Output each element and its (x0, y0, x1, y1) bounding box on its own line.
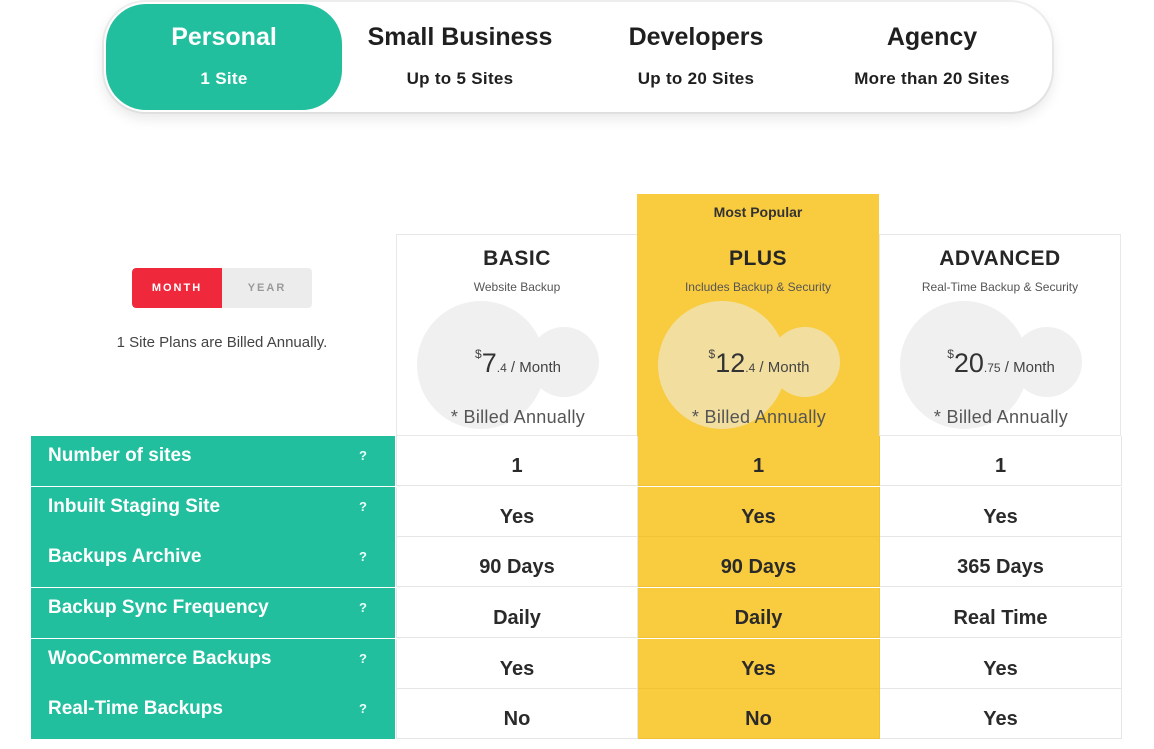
billing-note: 1 Site Plans are Billed Annually. (116, 334, 328, 351)
decorative-circle (900, 301, 1028, 429)
price-currency: $ (708, 347, 716, 361)
feature-value-basic: 1 (396, 436, 638, 486)
decorative-circle (417, 301, 545, 429)
price-period: / Month (755, 359, 810, 376)
price-amount: 20 (953, 348, 984, 378)
decorative-circle (658, 301, 786, 429)
tab-small-business[interactable]: Small Business Up to 5 Sites (342, 4, 578, 110)
feature-value-basic: Daily (396, 588, 638, 638)
help-icon[interactable]: ? (359, 600, 367, 615)
tab-title: Developers (628, 23, 764, 51)
feature-value-basic: 90 Days (396, 537, 638, 587)
feature-value-advanced: 365 Days (880, 537, 1122, 587)
price-amount: 12 (715, 348, 746, 378)
site-count-tabs: Personal 1 Site Small Business Up to 5 S… (104, 2, 1052, 112)
most-popular-badge: Most Popular (637, 194, 879, 236)
feature-row-backup-sync-frequency: Backup Sync Frequency ? Daily Daily Real… (31, 588, 1122, 638)
plan-price: $7.4 / Month (397, 347, 637, 379)
feature-value-plus: Yes (638, 487, 880, 537)
feature-label: WooCommerce Backups (31, 639, 395, 689)
plan-description: Includes Backup & Security (684, 280, 832, 294)
tab-subtitle: 1 Site (200, 69, 248, 88)
tab-developers[interactable]: Developers Up to 20 Sites (578, 4, 814, 110)
price-amount: 7 (481, 348, 497, 378)
plan-card-basic: BASIC Website Backup $7.4 / Month * Bill… (396, 234, 638, 436)
plan-price: $20.75 / Month (880, 347, 1120, 379)
help-icon[interactable]: ? (359, 701, 367, 716)
tab-subtitle: Up to 5 Sites (406, 69, 514, 88)
feature-value-plus: 1 (638, 436, 880, 486)
tab-subtitle: More than 20 Sites (854, 69, 1010, 88)
tab-title: Agency (886, 23, 978, 51)
year-toggle-button[interactable]: YEAR (247, 282, 287, 294)
decorative-circle (770, 327, 840, 397)
help-icon[interactable]: ? (359, 448, 367, 463)
feature-value-advanced: Yes (880, 487, 1122, 537)
help-icon[interactable]: ? (359, 651, 367, 666)
feature-row-real-time-backups: Real-Time Backups ? No No Yes (31, 689, 1122, 739)
feature-value-basic: No (396, 689, 638, 739)
help-icon[interactable]: ? (359, 549, 367, 564)
billing-period-toggle: MONTH YEAR (132, 268, 312, 308)
feature-row-backups-archive: Backups Archive ? 90 Days 90 Days 365 Da… (31, 537, 1122, 587)
billed-annually-note: * Billed Annually (450, 407, 586, 427)
price-period: / Month (506, 359, 561, 376)
help-icon[interactable]: ? (359, 499, 367, 514)
feature-value-plus: 90 Days (638, 537, 880, 587)
feature-value-plus: Yes (638, 639, 880, 689)
feature-value-basic: Yes (396, 639, 638, 689)
feature-value-advanced: 1 (880, 436, 1122, 486)
price-period: / Month (1000, 359, 1055, 376)
feature-label: Number of sites (31, 436, 395, 486)
tab-title: Personal (171, 23, 277, 51)
month-toggle-button[interactable]: MONTH (132, 268, 222, 308)
feature-label: Inbuilt Staging Site (31, 487, 395, 537)
plan-price: $12.4 / Month (638, 347, 878, 379)
tab-personal[interactable]: Personal 1 Site (106, 4, 342, 110)
billed-annually-note: * Billed Annually (691, 407, 827, 427)
plan-description: Website Backup (473, 280, 561, 294)
decorative-circle (1012, 327, 1082, 397)
billed-annually-note: * Billed Annually (933, 407, 1069, 427)
feature-value-advanced: Real Time (880, 588, 1122, 638)
feature-row-woocommerce-backups: WooCommerce Backups ? Yes Yes Yes (31, 639, 1122, 689)
decorative-circle (529, 327, 599, 397)
price-decimal: .75 (983, 361, 1001, 375)
feature-value-advanced: Yes (880, 639, 1122, 689)
plan-name: ADVANCED (939, 247, 1061, 270)
price-decimal: .4 (496, 361, 507, 375)
price-currency: $ (947, 347, 954, 361)
tab-agency[interactable]: Agency More than 20 Sites (814, 4, 1050, 110)
feature-value-plus: No (638, 689, 880, 739)
price-currency: $ (475, 347, 482, 361)
feature-value-advanced: Yes (880, 689, 1122, 739)
plan-card-plus: PLUS Includes Backup & Security $12.4 / … (637, 234, 879, 436)
feature-row-number-of-sites: Number of sites ? 1 1 1 (31, 436, 1122, 486)
plan-name: PLUS (728, 247, 787, 270)
feature-value-plus: Daily (638, 588, 880, 638)
feature-row-inbuilt-staging-site: Inbuilt Staging Site ? Yes Yes Yes (31, 487, 1122, 537)
feature-label: Backups Archive (31, 537, 395, 587)
price-decimal: .4 (745, 361, 756, 375)
plan-description: Real-Time Backup & Security (921, 280, 1079, 294)
tab-subtitle: Up to 20 Sites (637, 69, 755, 88)
tab-title: Small Business (367, 23, 553, 51)
feature-label: Backup Sync Frequency (31, 588, 395, 638)
feature-value-basic: Yes (396, 487, 638, 537)
feature-label: Real-Time Backups (31, 689, 395, 739)
plan-name: BASIC (483, 247, 551, 270)
plan-card-advanced: ADVANCED Real-Time Backup & Security $20… (879, 234, 1121, 436)
